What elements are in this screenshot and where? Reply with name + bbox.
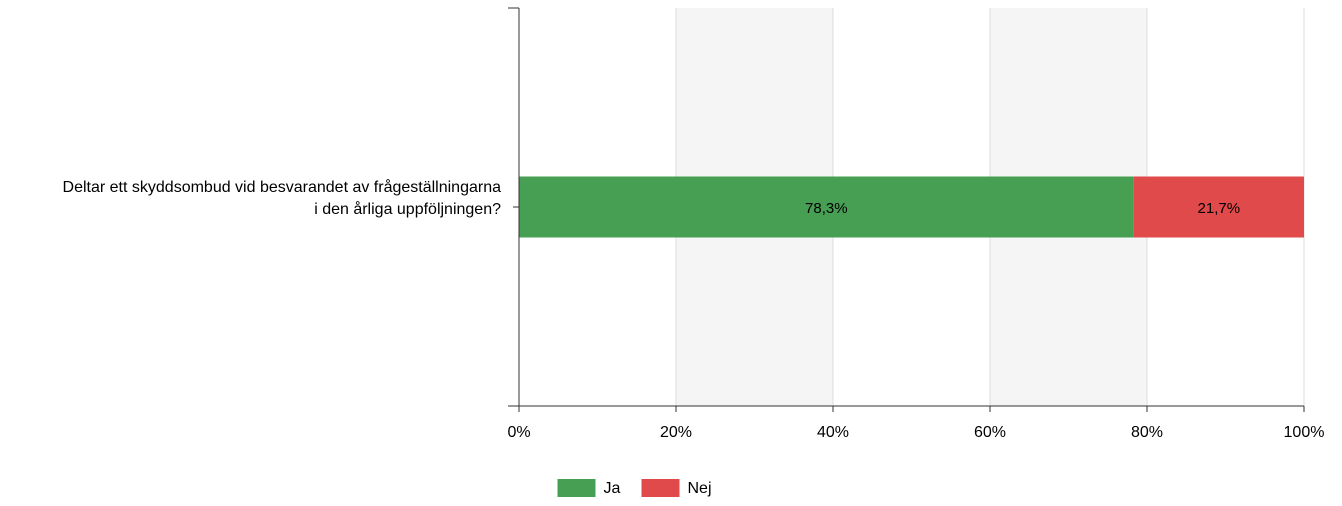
x-tick-label: 20% <box>660 424 692 441</box>
category-label: i den årliga uppföljningen? <box>314 200 501 218</box>
category-label: Deltar ett skyddsombud vid besvarandet a… <box>63 178 502 196</box>
category-labels: Deltar ett skyddsombud vid besvarandet a… <box>63 178 502 218</box>
x-tick-label: 100% <box>1284 424 1325 441</box>
legend-label-nej: Nej <box>688 480 712 497</box>
data-label: 78,3% <box>805 200 848 217</box>
legend: Ja Nej <box>557 479 712 497</box>
legend-label-ja: Ja <box>604 480 621 497</box>
bar-ja <box>519 176 1134 238</box>
bars: 78,3% 21,7% <box>519 176 1304 238</box>
legend-swatch-nej <box>641 479 680 497</box>
bar-nej <box>1133 176 1304 238</box>
x-tick-label: 0% <box>507 424 530 441</box>
axes <box>508 7 1305 412</box>
x-tick-labels: 0% 20% 40% 60% 80% 100% <box>507 424 1324 441</box>
x-tick-label: 60% <box>974 424 1006 441</box>
legend-swatch-ja <box>557 479 596 497</box>
x-tick-label: 80% <box>1131 424 1163 441</box>
x-tick-label: 40% <box>817 424 849 441</box>
data-label: 21,7% <box>1198 200 1241 217</box>
